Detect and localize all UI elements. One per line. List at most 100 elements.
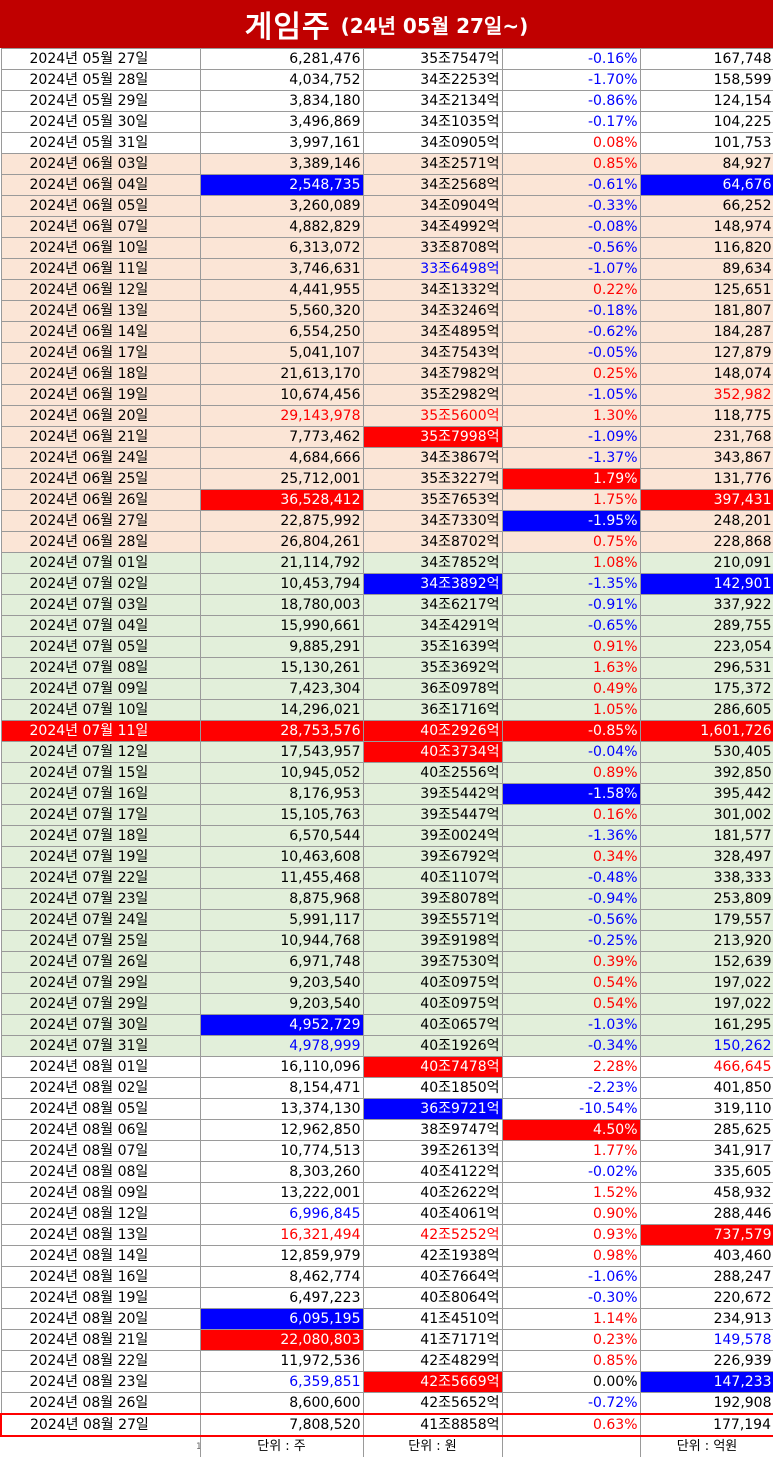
date-cell: 2024년 08월 19일 bbox=[0, 1287, 201, 1309]
change-cell: -0.91% bbox=[501, 594, 641, 616]
volume-cell: 9,203,540 bbox=[199, 972, 364, 994]
market-cap-cell: 39조5442억 bbox=[362, 783, 503, 805]
amount-cell: 161,295 bbox=[639, 1014, 773, 1036]
market-cap-cell: 36조1716억 bbox=[362, 699, 503, 721]
date-cell: 2024년 06월 25일 bbox=[0, 468, 201, 490]
date-cell: 2024년 06월 11일 bbox=[0, 258, 201, 280]
market-cap-cell: 40조7478억 bbox=[362, 1056, 503, 1078]
market-cap-cell: 39조7530억 bbox=[362, 951, 503, 973]
amount-cell: 197,022 bbox=[639, 972, 773, 994]
market-cap-cell: 35조7547억 bbox=[362, 48, 503, 70]
table-row: 2024년 05월 28일 4,034,752 34조2253억 -1.70% 158,… bbox=[0, 69, 773, 91]
volume-cell: 4,441,955 bbox=[199, 279, 364, 301]
date-cell: 2024년 08월 13일 bbox=[0, 1224, 201, 1246]
amount-cell: 148,074 bbox=[639, 363, 773, 385]
amount-cell: 288,446 bbox=[639, 1203, 773, 1225]
amount-cell: 234,913 bbox=[639, 1308, 773, 1330]
table-row: 2024년 06월 07일 4,882,829 34조4992억 -0.08% 148,… bbox=[0, 216, 773, 238]
amount-cell: 197,022 bbox=[639, 993, 773, 1015]
volume-cell: 10,945,052 bbox=[199, 762, 364, 784]
volume-cell: 15,130,261 bbox=[199, 657, 364, 679]
amount-cell: 248,201 bbox=[639, 510, 773, 532]
amount-cell: 285,625 bbox=[639, 1119, 773, 1141]
amount-cell: 253,809 bbox=[639, 888, 773, 910]
change-cell: 0.22% bbox=[501, 279, 641, 301]
market-cap-cell: 34조7330억 bbox=[362, 510, 503, 532]
table-row: 2024년 08월 14일 12,859,979 42조1938억 0.98% 403,… bbox=[0, 1245, 773, 1267]
market-cap-cell: 41조4510억 bbox=[362, 1308, 503, 1330]
market-cap-cell: 35조7653억 bbox=[362, 489, 503, 511]
date-cell: 2024년 07월 26일 bbox=[0, 951, 201, 973]
volume-cell: 17,543,957 bbox=[199, 741, 364, 763]
date-cell: 2024년 06월 12일 bbox=[0, 279, 201, 301]
amount-cell: 401,850 bbox=[639, 1077, 773, 1099]
amount-cell: 352,982 bbox=[639, 384, 773, 406]
change-cell: -0.04% bbox=[501, 741, 641, 763]
volume-cell: 8,875,968 bbox=[199, 888, 364, 910]
volume-cell: 5,560,320 bbox=[199, 300, 364, 322]
volume-cell: 8,462,774 bbox=[199, 1266, 364, 1288]
table-row: 2024년 06월 13일 5,560,320 34조3246억 -0.18% 181,… bbox=[0, 300, 773, 322]
date-cell: 2024년 08월 16일 bbox=[0, 1266, 201, 1288]
date-cell: 2024년 06월 10일 bbox=[0, 237, 201, 259]
volume-cell: 3,746,631 bbox=[199, 258, 364, 280]
change-cell: 1.63% bbox=[501, 657, 641, 679]
volume-cell: 6,359,851 bbox=[199, 1371, 364, 1393]
date-cell: 2024년 07월 22일 bbox=[0, 867, 201, 889]
date-cell: 2024년 08월 02일 bbox=[0, 1077, 201, 1099]
market-cap-cell: 40조0657억 bbox=[362, 1014, 503, 1036]
date-cell: 2024년 07월 24일 bbox=[0, 909, 201, 931]
change-cell: 0.63% bbox=[501, 1413, 641, 1437]
table-row: 2024년 05월 31일 3,997,161 34조0905억 0.08% 101,7… bbox=[0, 132, 773, 154]
change-cell: -2.23% bbox=[501, 1077, 641, 1099]
date-cell: 2024년 08월 27일 bbox=[0, 1413, 201, 1437]
market-cap-cell: 41조7171억 bbox=[362, 1329, 503, 1351]
amount-cell: 131,776 bbox=[639, 468, 773, 490]
volume-cell: 6,570,544 bbox=[199, 825, 364, 847]
units-row: 1단위 : 주단위 : 원 단위 : 억원 bbox=[1, 1436, 773, 1457]
market-cap-cell: 40조0975억 bbox=[362, 972, 503, 994]
amount-cell: 177,194 bbox=[639, 1413, 773, 1437]
volume-cell: 10,774,513 bbox=[199, 1140, 364, 1162]
change-cell: -0.56% bbox=[501, 909, 641, 931]
table-row: 2024년 06월 21일 7,773,462 35조7998억 -1.09% 231,… bbox=[0, 426, 773, 448]
volume-cell: 5,991,117 bbox=[199, 909, 364, 931]
change-cell: -1.36% bbox=[501, 825, 641, 847]
amount-cell: 125,651 bbox=[639, 279, 773, 301]
change-cell: 0.34% bbox=[501, 846, 641, 868]
unit-label: 단위 : 주 bbox=[200, 1436, 364, 1457]
volume-cell: 4,684,666 bbox=[199, 447, 364, 469]
market-cap-cell: 33조8708억 bbox=[362, 237, 503, 259]
date-cell: 2024년 06월 07일 bbox=[0, 216, 201, 238]
change-cell: -0.56% bbox=[501, 237, 641, 259]
volume-cell: 9,203,540 bbox=[199, 993, 364, 1015]
change-cell: -0.33% bbox=[501, 195, 641, 217]
change-cell: 0.25% bbox=[501, 363, 641, 385]
table-row: 2024년 05월 27일 6,281,476 35조7547억 -0.16% 167,… bbox=[0, 48, 773, 70]
volume-cell: 25,712,001 bbox=[199, 468, 364, 490]
date-cell: 2024년 08월 20일 bbox=[0, 1308, 201, 1330]
amount-cell: 127,879 bbox=[639, 342, 773, 364]
volume-cell: 10,453,794 bbox=[199, 573, 364, 595]
date-cell: 2024년 08월 06일 bbox=[0, 1119, 201, 1141]
market-cap-cell: 35조7998억 bbox=[362, 426, 503, 448]
volume-cell: 8,600,600 bbox=[199, 1392, 364, 1415]
market-cap-cell: 42조5652억 bbox=[362, 1392, 503, 1415]
amount-cell: 226,939 bbox=[639, 1350, 773, 1372]
amount-cell: 147,233 bbox=[639, 1371, 773, 1393]
date-cell: 2024년 08월 12일 bbox=[0, 1203, 201, 1225]
table-row: 2024년 06월 04일 2,548,735 34조2568억 -0.61% 64,6… bbox=[0, 174, 773, 196]
date-cell: 2024년 07월 03일 bbox=[0, 594, 201, 616]
amount-cell: 66,252 bbox=[639, 195, 773, 217]
change-cell: 0.54% bbox=[501, 972, 641, 994]
table-row: 2024년 08월 06일 12,962,850 38조9747억 4.50% 285,… bbox=[0, 1119, 773, 1141]
market-cap-cell: 34조7982억 bbox=[362, 363, 503, 385]
amount-cell: 181,577 bbox=[639, 825, 773, 847]
date-cell: 2024년 07월 02일 bbox=[0, 573, 201, 595]
table-row: 2024년 06월 03일 3,389,146 34조2571억 0.85% 84,92… bbox=[0, 153, 773, 175]
date-cell: 2024년 08월 09일 bbox=[0, 1182, 201, 1204]
date-cell: 2024년 06월 04일 bbox=[0, 174, 201, 196]
change-cell: -1.07% bbox=[501, 258, 641, 280]
table-row: 2024년 06월 26일 36,528,412 35조7653억 1.75% 397,… bbox=[0, 489, 773, 511]
volume-cell: 36,528,412 bbox=[199, 489, 364, 511]
